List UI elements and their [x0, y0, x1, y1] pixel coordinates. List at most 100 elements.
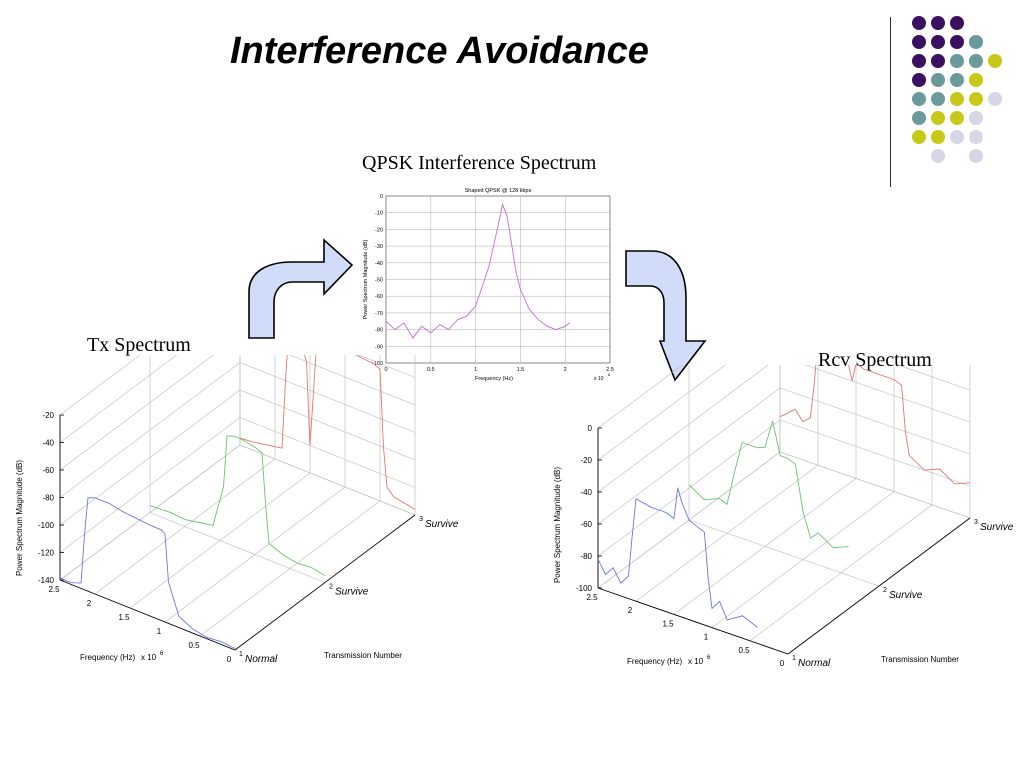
qpsk-chart-caption: QPSK Interference Spectrum [362, 152, 597, 174]
tx-chart-caption: Tx Spectrum [87, 334, 191, 356]
z-tick-label: -40 [580, 488, 592, 497]
frequency-tick-label: 2 [628, 606, 633, 615]
curved-arrow-down-icon [625, 250, 707, 382]
wall-gridline [239, 417, 416, 488]
dot-teal [931, 92, 945, 106]
dot-lavender [969, 130, 983, 144]
frequency-tick-label: 1 [704, 633, 709, 642]
x-tick-label: 1.5 [517, 367, 525, 373]
y-tick-label: -100 [372, 361, 383, 367]
dot-purple [950, 35, 964, 49]
spectrum-series-line [59, 497, 236, 650]
transmission-name-label: Survive [335, 587, 369, 598]
transmission-name-label: Normal [798, 658, 831, 669]
dot-teal [969, 35, 983, 49]
z-tick-label: -20 [580, 456, 592, 465]
wall-gridline [289, 355, 416, 406]
dot-yellow [912, 130, 926, 144]
z-tick-label: -80 [42, 494, 54, 503]
z-tick-label: -100 [576, 584, 593, 593]
y-tick-label: -20 [375, 227, 383, 233]
wall-gridline [239, 362, 416, 433]
z-tick-label: -80 [580, 552, 592, 561]
x-tick-label: 0 [384, 367, 387, 373]
dot-lavender [969, 149, 983, 163]
slide-title: Interference Avoidance [230, 30, 649, 72]
transmission-axis-label: Transmission Number [324, 651, 402, 660]
transmission-tick-label: 2 [329, 584, 333, 591]
x-tick-label: 0.5 [427, 367, 435, 373]
x-tick-label: 2 [564, 367, 567, 373]
x-multiplier-exponent: 6 [608, 372, 611, 377]
floor-gridline [149, 512, 326, 583]
z-tick-label: -20 [42, 411, 54, 420]
y-tick-label: -50 [375, 278, 383, 284]
frequency-tick-label: 1 [157, 627, 162, 636]
wall-gridline [357, 355, 416, 378]
x-multiplier-label: x 10 [141, 653, 157, 662]
transmission-name-label: Normal [245, 654, 278, 665]
frequency-tick-label: 0.5 [188, 641, 200, 650]
dot-yellow [969, 92, 983, 106]
chart-title: Shaped QPSK @ 128 kbps [465, 188, 532, 194]
floor-gridline [688, 519, 880, 587]
y-axis-label: Power Spectrum Magnitude (dB) [553, 467, 562, 583]
transmission-axis-line [787, 517, 971, 655]
dot-yellow [969, 73, 983, 87]
frequency-tick-label: 0.5 [738, 646, 750, 655]
transmission-tick-label: 3 [974, 519, 978, 526]
dot-purple [912, 73, 926, 87]
y-tick-label: -90 [375, 344, 383, 350]
dot-teal [931, 73, 945, 87]
y-axis-label: Power Spectrum Magnitude (dB) [15, 460, 24, 576]
dot-lavender [988, 92, 1002, 106]
wall-gridline [239, 444, 416, 516]
y-tick-label: -80 [375, 328, 383, 334]
spectrum-series-line [779, 365, 971, 485]
wall-gridline [779, 451, 971, 519]
dot-teal [950, 73, 964, 87]
wall-gridline [804, 365, 971, 423]
x-axis-label: Frequency (Hz) [475, 376, 513, 382]
wall-gridline [897, 365, 971, 391]
y-axis-label: Power Spectrum Magnitude (dB) [363, 239, 369, 319]
transmission-tick-label: 1 [792, 655, 796, 662]
dot-purple [950, 16, 964, 30]
frequency-tick-label: 2.5 [586, 593, 598, 602]
transmission-tick-label: 1 [239, 651, 243, 658]
x-multiplier-exponent: 6 [707, 655, 711, 661]
transmission-tick-label: 3 [419, 516, 423, 523]
dot-purple [912, 16, 926, 30]
z-tick-label: -140 [38, 576, 55, 585]
y-tick-label: -60 [375, 294, 383, 300]
x-axis-label: Frequency (Hz) [80, 653, 135, 662]
frequency-tick-label: 0 [780, 659, 785, 668]
qpsk-spectrum-chart: 0 0.5 1 1.5 2 2.5 0 -10 -20 -30 -40 -50 -60 -70 -80 -90… [363, 188, 614, 382]
wall-gridline [59, 355, 141, 416]
x-multiplier-label: x 10 [688, 657, 704, 666]
z-tick-label: -120 [38, 549, 55, 558]
transmission-tick-label: 2 [883, 587, 887, 594]
dot-purple [931, 54, 945, 68]
spectrum-series-line [688, 420, 849, 549]
x-tick-label: 2.5 [606, 367, 614, 373]
x-tick-label: 1 [474, 367, 477, 373]
z-tick-label: -60 [42, 466, 54, 475]
frequency-tick-label: 2.5 [48, 585, 60, 594]
dot-purple [912, 54, 926, 68]
transmission-axis-label: Transmission Number [881, 655, 959, 664]
frequency-axis-line [59, 579, 236, 651]
x-multiplier-exponent: 6 [160, 651, 164, 657]
dot-teal [912, 92, 926, 106]
dot-yellow [988, 54, 1002, 68]
decorative-dot-grid [912, 16, 1002, 163]
spectrum-line [385, 202, 570, 339]
z-tick-label: 0 [588, 424, 593, 433]
dot-yellow [931, 111, 945, 125]
y-tick-label: -70 [375, 311, 383, 317]
frequency-axis-line [597, 587, 789, 655]
spectrum-series-line [239, 355, 416, 510]
curved-arrow-up-right-icon [248, 238, 354, 339]
